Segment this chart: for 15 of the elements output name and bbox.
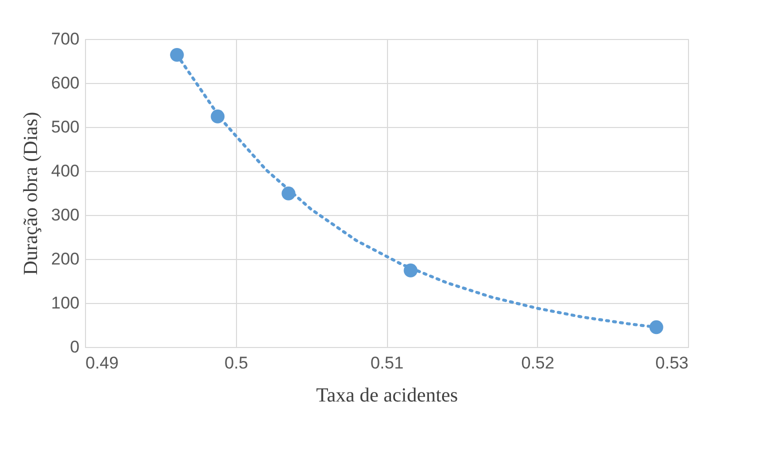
y-tick-label: 0: [70, 338, 80, 356]
x-tick-label: 0.51: [370, 354, 404, 372]
y-axis-title: Duração obra (Dias): [20, 112, 42, 276]
x-tick-label: 0.53: [655, 354, 688, 372]
x-tick-label: 0.5: [224, 354, 248, 372]
y-tick-label: 200: [51, 250, 80, 268]
y-tick-label: 400: [51, 162, 80, 180]
x-axis-title: Taxa de acidentes: [316, 384, 458, 406]
y-tick-label: 500: [51, 118, 80, 136]
y-tick-label: 300: [51, 206, 80, 224]
y-tick-label: 100: [51, 294, 80, 312]
x-tick-label: 0.52: [521, 354, 554, 372]
y-tick-label: 700: [51, 30, 80, 48]
x-tick-label: 0.49: [86, 354, 119, 372]
y-tick-label: 600: [51, 74, 80, 92]
